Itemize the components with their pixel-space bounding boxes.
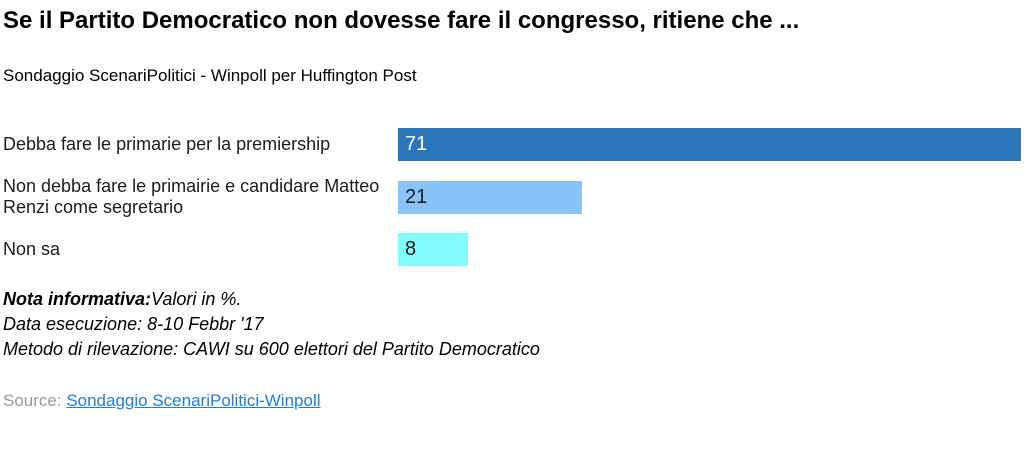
note-label: Nota informativa: — [3, 289, 152, 309]
bar-value-label: 71 — [405, 133, 428, 155]
bar-track: 21 — [398, 180, 1021, 214]
category-label: Non debba fare le primairie e candidare … — [3, 176, 380, 217]
source-line: Source: Sondaggio ScenariPolitici-Winpol… — [3, 391, 321, 411]
source-label: Source: — [3, 391, 67, 410]
source-link[interactable]: Sondaggio ScenariPolitici-Winpoll — [66, 391, 321, 410]
category-label: Non sa — [3, 239, 61, 259]
bar-value-label: 21 — [405, 185, 428, 208]
bar-track: 8 — [398, 233, 1021, 266]
bar: 8 — [398, 233, 469, 266]
chart-notes: Nota informativa:Valori in %. Data esecu… — [3, 287, 540, 362]
chart-subtitle: Sondaggio ScenariPolitici - Winpoll per … — [3, 66, 417, 85]
bar-value-label: 8 — [405, 238, 417, 260]
note-line-1: Nota informativa:Valori in %. — [3, 287, 540, 312]
note-value: Valori in %. — [151, 289, 242, 309]
note-line-2: Data esecuzione: 8-10 Febbr '17 — [3, 314, 264, 334]
bar-chart: Debba fare le primarie per la premiershi… — [3, 128, 1021, 281]
category-label: Debba fare le primarie per la premiershi… — [3, 134, 331, 154]
bar: 21 — [398, 180, 583, 214]
bar: 71 — [398, 128, 1021, 161]
chart-row: Non debba fare le primairie e candidare … — [3, 176, 1021, 218]
note-line-3: Metodo di rilevazione: CAWI su 600 elett… — [3, 339, 540, 359]
chart-title: Se il Partito Democratico non dovesse fa… — [3, 7, 800, 34]
bar-track: 71 — [398, 128, 1021, 161]
chart-row: Non sa 8 — [3, 233, 1021, 266]
chart-row: Debba fare le primarie per la premiershi… — [3, 128, 1021, 161]
